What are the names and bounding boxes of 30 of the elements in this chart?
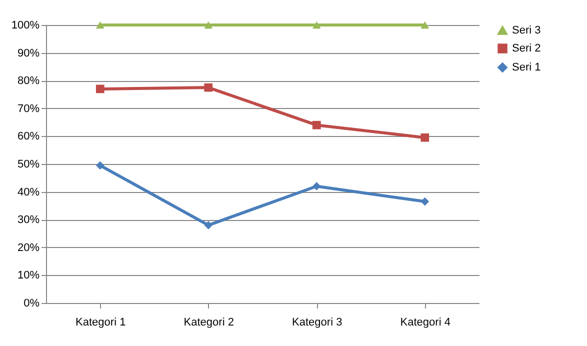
point <box>96 21 104 29</box>
y-tick-label: 40% <box>17 186 40 198</box>
x-tick-label: Kategori 1 <box>76 316 126 328</box>
x-tick-label: Kategori 4 <box>400 316 450 328</box>
y-tick-label: 0% <box>24 298 40 310</box>
point <box>312 182 321 190</box>
y-tick-label: 30% <box>17 214 40 226</box>
legend-label: Seri 2 <box>512 42 541 54</box>
point <box>420 197 430 206</box>
legend-label: Seri 3 <box>512 24 541 36</box>
y-tick-label: 50% <box>17 158 40 170</box>
y-tick-label: 60% <box>17 130 40 143</box>
point <box>312 21 321 29</box>
point <box>96 84 104 94</box>
y-tick-label: 90% <box>17 47 40 60</box>
y-tick-label: 80% <box>17 75 40 88</box>
point <box>204 220 213 230</box>
point <box>420 133 430 142</box>
point <box>312 120 321 130</box>
point <box>204 83 213 92</box>
y-tick-label: 100% <box>11 20 40 32</box>
y-tick-label: 10% <box>17 270 40 282</box>
x-tick-label: Kategori 2 <box>184 316 234 328</box>
point <box>420 21 430 29</box>
point <box>204 21 213 29</box>
y-tick-label: 70% <box>17 102 40 115</box>
point <box>96 161 104 170</box>
legend-label: Seri 1 <box>512 62 541 74</box>
x-tick-label: Kategori 3 <box>292 316 342 328</box>
y-tick-label: 20% <box>17 242 40 254</box>
